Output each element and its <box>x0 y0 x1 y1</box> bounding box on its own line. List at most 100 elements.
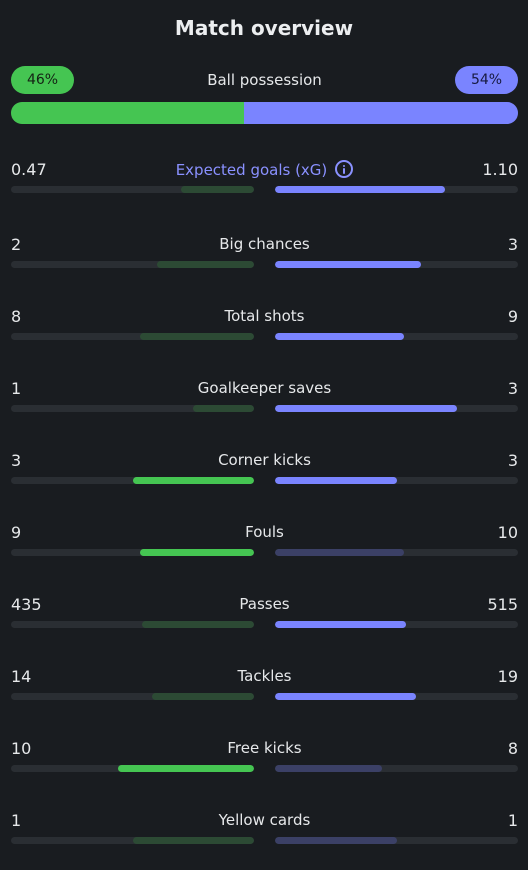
stat-away-track <box>275 837 518 844</box>
stat-label[interactable]: Expected goals (xG) <box>11 160 518 179</box>
stat-away-fill <box>275 693 416 700</box>
stat-home-track <box>11 261 254 268</box>
stat-home-track <box>11 477 254 484</box>
stat-label-text: Passes <box>239 595 290 613</box>
possession-header: 46% Ball possession 54% <box>11 66 518 95</box>
stat-label-text: Tackles <box>237 667 292 685</box>
stat-away-value: 515 <box>487 595 518 614</box>
stat-row: 14 Tackles 19 <box>11 667 518 711</box>
stat-away-fill <box>275 837 397 844</box>
home-possession-badge: 46% <box>11 66 74 94</box>
stat-home-track <box>11 693 254 700</box>
stat-away-value: 8 <box>507 739 518 758</box>
stat-away-value: 1 <box>507 811 518 830</box>
stat-label-text: Goalkeeper saves <box>197 379 332 397</box>
stat-home-value: 14 <box>11 667 32 686</box>
stat-home-fill <box>139 549 254 556</box>
stat-away-fill <box>275 621 407 628</box>
stat-home-fill <box>132 837 254 844</box>
stat-home-value: 3 <box>11 451 22 470</box>
stat-label-text: Total shots <box>224 307 305 325</box>
away-possession-badge: 54% <box>455 66 518 94</box>
stat-away-value: 19 <box>497 667 518 686</box>
stat-label: Goalkeeper saves <box>11 379 518 397</box>
page-title: Match overview <box>174 16 354 40</box>
possession-bar-home <box>11 102 245 124</box>
stat-home-fill <box>151 693 254 700</box>
stat-home-fill <box>156 261 254 268</box>
stat-row: 8 Total shots 9 <box>11 307 518 351</box>
stat-label-text: Free kicks <box>227 739 302 757</box>
info-icon[interactable] <box>335 160 354 178</box>
stat-row: 1 Goalkeeper saves 3 <box>11 379 518 423</box>
stat-row: 1 Yellow cards 1 <box>11 811 518 855</box>
stat-home-value: 9 <box>11 523 22 542</box>
stat-away-track <box>275 549 518 556</box>
stat-label: Tackles <box>11 667 518 685</box>
stat-away-fill <box>275 549 404 556</box>
stat-label: Passes <box>11 595 518 613</box>
stat-home-track <box>11 333 254 340</box>
stat-home-value: 2 <box>11 235 22 254</box>
stat-away-track <box>275 261 518 268</box>
stat-away-value: 3 <box>507 235 518 254</box>
stat-label: Corner kicks <box>11 451 518 469</box>
possession-bar <box>11 102 518 124</box>
stat-home-fill <box>139 333 254 340</box>
stat-away-track <box>275 621 518 628</box>
stat-away-value: 3 <box>507 379 518 398</box>
stat-home-track <box>11 837 254 844</box>
stat-home-track <box>11 405 254 412</box>
stat-home-value: 0.47 <box>11 160 47 179</box>
stat-label-text: Expected goals (xG) <box>175 161 328 179</box>
stat-row: 2 Big chances 3 <box>11 235 518 279</box>
stat-home-fill <box>132 477 254 484</box>
stat-home-value: 10 <box>11 739 32 758</box>
stat-label: Total shots <box>11 307 518 325</box>
stat-away-track <box>275 186 518 193</box>
stat-label: Free kicks <box>11 739 518 757</box>
stat-home-track <box>11 549 254 556</box>
stat-label: Yellow cards <box>11 811 518 829</box>
stat-label: Big chances <box>11 235 518 253</box>
stat-home-fill <box>117 765 254 772</box>
stat-away-fill <box>275 186 446 193</box>
stat-away-fill <box>275 405 458 412</box>
stat-label-text: Corner kicks <box>218 451 311 469</box>
stat-label-text: Yellow cards <box>218 811 311 829</box>
stat-away-track <box>275 477 518 484</box>
stat-row: 9 Fouls 10 <box>11 523 518 567</box>
stat-row: 3 Corner kicks 3 <box>11 451 518 495</box>
stat-home-fill <box>193 405 254 412</box>
stat-label: Fouls <box>11 523 518 541</box>
stat-home-value: 1 <box>11 811 22 830</box>
stat-away-track <box>275 765 518 772</box>
stat-home-fill <box>142 621 254 628</box>
stat-away-value: 9 <box>507 307 518 326</box>
stat-label-text: Big chances <box>219 235 310 253</box>
stat-away-fill <box>275 261 421 268</box>
stat-home-track <box>11 186 254 193</box>
stat-away-track <box>275 693 518 700</box>
stat-away-value: 3 <box>507 451 518 470</box>
stat-row: 0.47 Expected goals (xG) 1.10 <box>11 160 518 204</box>
stat-home-value: 1 <box>11 379 22 398</box>
stat-away-fill <box>275 765 382 772</box>
stat-away-track <box>275 333 518 340</box>
stat-label-text: Fouls <box>245 523 284 541</box>
stat-home-track <box>11 765 254 772</box>
stat-home-value: 8 <box>11 307 22 326</box>
stat-row: 10 Free kicks 8 <box>11 739 518 783</box>
stat-away-track <box>275 405 518 412</box>
possession-label: Ball possession <box>207 71 322 89</box>
stat-home-track <box>11 621 254 628</box>
possession-bar-away <box>244 102 518 124</box>
stat-away-fill <box>275 477 397 484</box>
stat-row: 435 Passes 515 <box>11 595 518 639</box>
stat-away-value: 1.10 <box>482 160 518 179</box>
stat-home-value: 435 <box>11 595 42 614</box>
stat-home-fill <box>181 186 254 193</box>
stat-away-fill <box>275 333 404 340</box>
stat-away-value: 10 <box>497 523 518 542</box>
